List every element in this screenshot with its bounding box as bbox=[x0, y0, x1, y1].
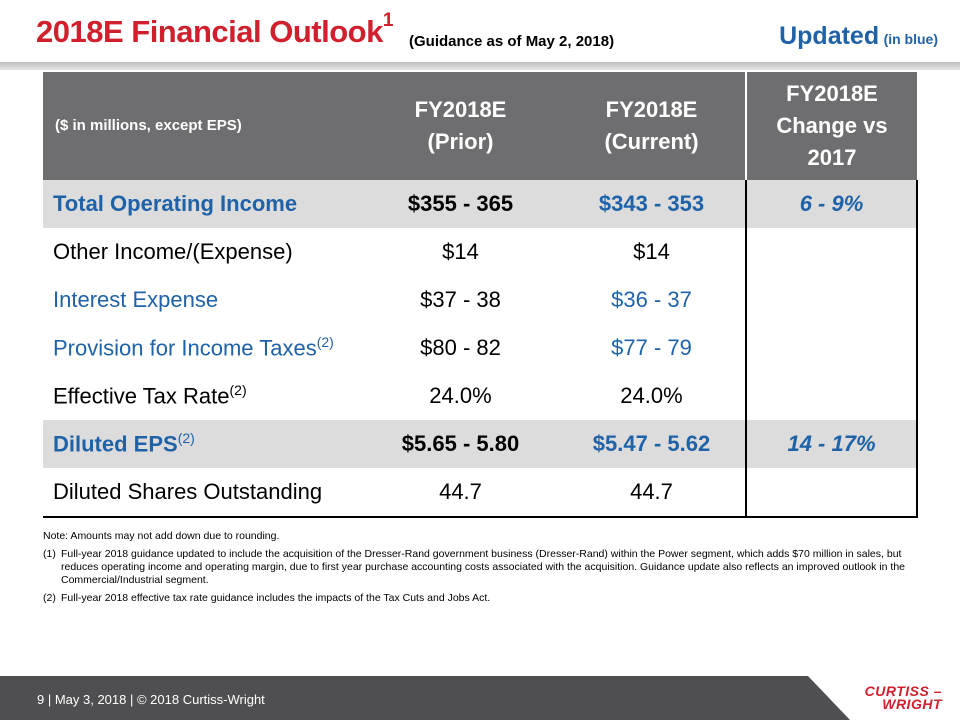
footnote-2: (2) Full-year 2018 effective tax rate gu… bbox=[43, 592, 917, 605]
row-label: Interest Expense bbox=[43, 276, 363, 324]
footnote-marker: (2) bbox=[316, 334, 334, 351]
row-label-text: Other Income/(Expense) bbox=[53, 239, 293, 264]
row-label: Diluted EPS(2) bbox=[43, 420, 363, 468]
footer-bar: 9 | May 3, 2018 | © 2018 Curtiss-Wright … bbox=[0, 676, 960, 720]
header-prior-line1: FY2018E bbox=[414, 97, 507, 122]
footnote-1: (1) Full-year 2018 guidance updated to i… bbox=[43, 548, 917, 587]
row-label-text: Diluted Shares Outstanding bbox=[53, 479, 323, 504]
row-prior: $80 - 82 bbox=[420, 335, 501, 360]
updated-note: (in blue) bbox=[883, 31, 938, 47]
row-change: 6 - 9% bbox=[745, 180, 918, 228]
row-prior: $14 bbox=[442, 239, 479, 264]
table-row: Diluted EPS(2) $5.65 - 5.80 $5.47 - 5.62… bbox=[43, 420, 918, 468]
rounding-note: Note: Amounts may not add down due to ro… bbox=[43, 530, 280, 542]
footnote-2-number: (2) bbox=[43, 592, 56, 604]
header-current-line2: (Current) bbox=[604, 129, 699, 154]
row-current: 44.7 bbox=[558, 468, 746, 518]
logo-line-1: CURTISS – bbox=[864, 683, 942, 699]
table-row: Effective Tax Rate(2) 24.0% 24.0% bbox=[43, 372, 918, 420]
row-label-text: Total Operating Income bbox=[53, 191, 298, 216]
notes-section: Note: Amounts may not add down due to ro… bbox=[43, 530, 917, 610]
company-logo: CURTISS – WRIGHT bbox=[864, 683, 942, 712]
table-row: Other Income/(Expense) $14 $14 bbox=[43, 228, 918, 276]
page-title: 2018E Financial Outlook1 bbox=[36, 10, 393, 50]
row-label: Provision for Income Taxes(2) bbox=[43, 324, 363, 372]
row-change bbox=[745, 468, 918, 518]
row-current: $14 bbox=[633, 239, 670, 264]
table-header-row: ($ in millions, except EPS) FY2018E (Prio… bbox=[43, 72, 917, 180]
row-current: $77 - 79 bbox=[611, 335, 692, 360]
row-prior: $5.65 - 5.80 bbox=[363, 420, 558, 468]
page-title-text: 2018E Financial Outlook bbox=[36, 14, 383, 49]
row-label-text: Provision for Income Taxes bbox=[53, 335, 317, 361]
row-label: Other Income/(Expense) bbox=[43, 228, 363, 276]
row-current: $5.47 - 5.62 bbox=[558, 420, 746, 468]
row-label-text: Interest Expense bbox=[53, 287, 219, 312]
row-change: 14 - 17% bbox=[745, 420, 918, 468]
footnote-marker: (2) bbox=[177, 430, 195, 447]
header-prior-line2: (Prior) bbox=[427, 129, 494, 154]
financial-outlook-table: ($ in millions, except EPS) FY2018E (Prio… bbox=[43, 72, 918, 518]
header-change-line2: Change vs bbox=[776, 113, 888, 138]
header-prior: FY2018E (Prior) bbox=[363, 72, 558, 180]
header-change: FY2018E Change vs 2017 bbox=[745, 72, 917, 180]
title-footnote-marker: 1 bbox=[382, 10, 394, 31]
row-prior: 44.7 bbox=[363, 468, 558, 518]
row-prior: 24.0% bbox=[429, 383, 492, 408]
header-label: ($ in millions, except EPS) bbox=[43, 72, 363, 180]
header-current: FY2018E (Current) bbox=[558, 72, 746, 180]
row-current: $36 - 37 bbox=[611, 287, 692, 312]
header-change-line1: FY2018E bbox=[786, 81, 878, 106]
footnote-marker: (2) bbox=[229, 382, 247, 399]
footnote-2-text: Full-year 2018 effective tax rate guidan… bbox=[61, 592, 491, 604]
row-current: 24.0% bbox=[620, 383, 683, 408]
footer-text: 9 | May 3, 2018 | © 2018 Curtiss-Wright bbox=[37, 692, 265, 707]
header-current-line1: FY2018E bbox=[605, 97, 698, 122]
row-prior: $355 - 365 bbox=[363, 180, 558, 228]
row-label: Total Operating Income bbox=[43, 180, 363, 228]
table-row: Diluted Shares Outstanding 44.7 44.7 bbox=[43, 468, 918, 518]
updated-legend: Updated (in blue) bbox=[779, 22, 938, 51]
title-divider bbox=[0, 62, 960, 70]
footnote-1-number: (1) bbox=[43, 548, 56, 560]
logo-panel: CURTISS – WRIGHT bbox=[808, 676, 960, 720]
title-bar: 2018E Financial Outlook1 (Guidance as of… bbox=[0, 0, 960, 62]
logo-line-2: WRIGHT bbox=[882, 696, 942, 712]
page-subtitle: (Guidance as of May 2, 2018) bbox=[409, 33, 615, 50]
row-label: Diluted Shares Outstanding bbox=[43, 468, 363, 518]
row-label-text: Diluted EPS bbox=[53, 431, 178, 457]
table-row: Interest Expense $37 - 38 $36 - 37 bbox=[43, 276, 918, 324]
footnote-1-text: Full-year 2018 guidance updated to inclu… bbox=[61, 548, 905, 586]
table-row: Total Operating Income $355 - 365 $343 -… bbox=[43, 180, 918, 228]
row-current: $343 - 353 bbox=[558, 180, 746, 228]
updated-label: Updated bbox=[779, 22, 880, 50]
row-change bbox=[745, 228, 918, 276]
row-prior: $37 - 38 bbox=[420, 287, 501, 312]
row-label: Effective Tax Rate(2) bbox=[43, 372, 363, 420]
row-label-text: Effective Tax Rate bbox=[53, 383, 230, 409]
row-change bbox=[745, 276, 918, 324]
table-row: Provision for Income Taxes(2) $80 - 82 $… bbox=[43, 324, 918, 372]
row-change bbox=[745, 324, 918, 372]
row-change bbox=[745, 372, 918, 420]
header-change-line3: 2017 bbox=[807, 145, 857, 170]
